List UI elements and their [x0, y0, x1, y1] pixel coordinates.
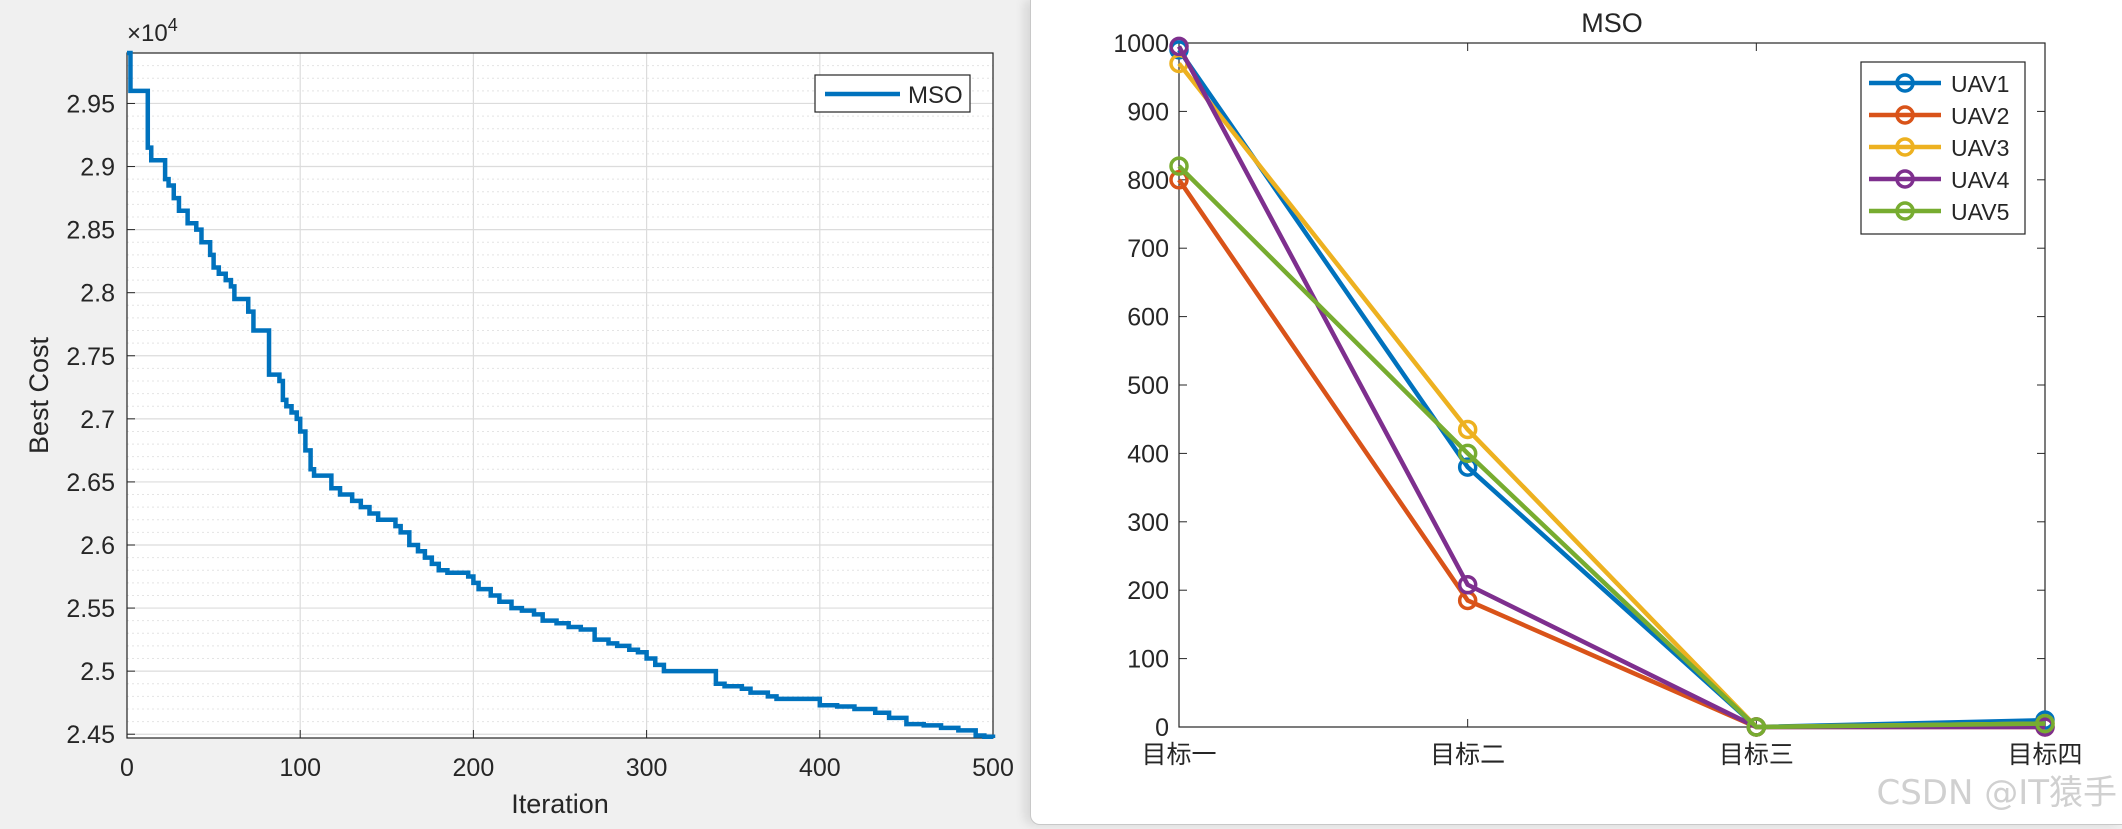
data-point-uav5 [2035, 713, 2055, 734]
data-point-uav1 [1457, 457, 1478, 477]
convergence-chart: 0 100 200 300 400 500 2.45 2.5 2.55 2.6 2.65 2.7 2.7… [24, 15, 1014, 819]
legend-label-uav3: UAV3 [1951, 135, 2009, 161]
y-tick-label: 200 [1127, 577, 1169, 605]
uav-line-chart: 0 100 200 300 400 500 600 700 800 900 1000 目标一 目标二 目标… [1113, 8, 2082, 769]
uav-figure-window: 0 100 200 300 400 500 600 700 800 900 1000 目标一 目标二 目标… [1030, 0, 2122, 825]
data-point-uav5 [1169, 156, 1189, 176]
y-tick-label: 2.7 [80, 406, 115, 434]
y-tick-label: 2.55 [66, 595, 115, 623]
y-exponent-label: ×104 [127, 15, 178, 47]
data-point-uav5 [1746, 717, 1767, 737]
y-tick-label: 1000 [1113, 30, 1169, 58]
y-tick-label: 100 [1127, 646, 1169, 674]
plot-area [127, 53, 993, 738]
y-tick-label: 400 [1127, 440, 1169, 468]
legend-marker-uav5 [1895, 201, 1915, 221]
x-tick-label: 目标三 [1719, 741, 1794, 769]
legend-label-uav2: UAV2 [1951, 103, 2009, 129]
x-axis-label: Iteration [511, 789, 609, 819]
convergence-figure: 0 100 200 300 400 500 2.45 2.5 2.55 2.6 2.65 2.7 2.7… [0, 0, 1030, 824]
y-tick-label: 2.75 [66, 343, 115, 371]
x-tick-label: 目标一 [1141, 741, 1216, 769]
y-tick-label: 800 [1127, 167, 1169, 195]
legend-marker-uav1 [1895, 73, 1915, 93]
y-axis-label: Best Cost [24, 336, 54, 454]
series-line-mso [127, 50, 996, 739]
series-line-uav5 [1177, 164, 2046, 730]
y-tick-label: 500 [1127, 372, 1169, 400]
legend-label-uav4: UAV4 [1951, 167, 2010, 193]
y-tick-label: 2.95 [66, 90, 115, 118]
y-tick-label: 2.85 [66, 217, 115, 245]
x-tick-label: 目标四 [2007, 741, 2082, 769]
y-tick-label: 700 [1127, 235, 1169, 263]
x-tick-label: 500 [972, 754, 1014, 782]
data-point-uav2 [1169, 170, 1189, 190]
data-point-uav3 [1457, 419, 1478, 440]
legend-marker-uav2 [1895, 105, 1915, 125]
data-point-uav4 [1169, 36, 1189, 57]
x-tick-label: 100 [279, 754, 321, 782]
data-point-uav4 [1457, 574, 1478, 595]
watermark: CSDN @IT猿手 [1876, 773, 2117, 813]
chart-title: MSO [1581, 8, 1643, 38]
axes-box [126, 52, 994, 739]
data-point-uav5 [1457, 443, 1478, 464]
x-tick-label: 400 [799, 754, 841, 782]
y-tick-label: 2.65 [66, 469, 115, 497]
y-tick-label: 2.45 [66, 721, 115, 749]
y-tick-label: 0 [1155, 714, 1169, 742]
legend-label-mso: MSO [908, 82, 963, 109]
y-tick-label: 2.6 [80, 532, 115, 560]
x-tick-label: 目标二 [1430, 741, 1505, 769]
y-tick-label: 2.5 [80, 658, 115, 686]
x-tick-label: 0 [120, 754, 134, 782]
legend-label-uav1: UAV1 [1951, 71, 2009, 97]
x-tick-label: 300 [626, 754, 668, 782]
legend-marker-uav4 [1895, 169, 1915, 189]
legend-label-uav5: UAV5 [1951, 199, 2009, 225]
y-tick-label: 2.9 [80, 154, 115, 182]
y-tick-label: 2.8 [80, 280, 115, 308]
legend-marker-uav3 [1895, 137, 1915, 157]
y-tick-label: 900 [1127, 98, 1169, 126]
x-tick-label: 200 [453, 754, 495, 782]
y-tick-label: 600 [1127, 304, 1169, 332]
y-tick-label: 300 [1127, 509, 1169, 537]
